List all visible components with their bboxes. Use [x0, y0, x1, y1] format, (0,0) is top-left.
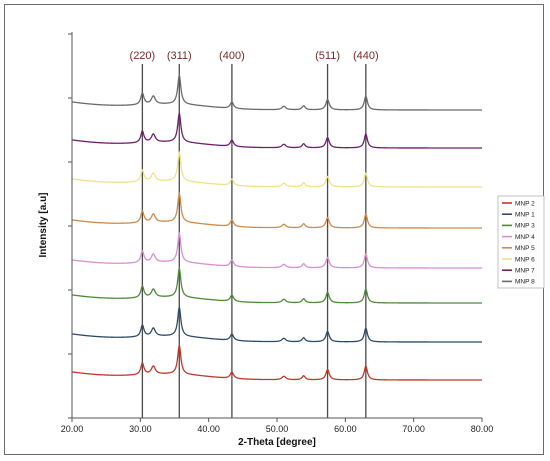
x-axis-title: 2-Theta [degree] [238, 437, 316, 448]
peak-label: (440) [353, 50, 379, 62]
series-line-4 [71, 231, 482, 269]
series-line-5 [71, 191, 482, 229]
series-line-2 [71, 305, 482, 343]
legend-entry: MNP 8 [515, 279, 535, 286]
legend-entry: MNP 5 [515, 245, 535, 252]
peak-label: (400) [219, 50, 245, 62]
series-curves [71, 73, 482, 381]
series-line-8 [71, 73, 482, 111]
legend: MNP 2 MNP 1 MNP 3 MNP 4 MNP 5 MNP 6 MNP 7 MNP 8 [497, 195, 545, 289]
series-line-1 [71, 343, 482, 381]
legend-entry: MNP 4 [515, 234, 535, 241]
legend-entry: MNP 6 [515, 256, 535, 263]
x-tick-label: 30.00 [129, 424, 152, 434]
series-line-7 [71, 111, 482, 149]
peak-label: (220) [130, 50, 156, 62]
peak-labels: (220) (311) (400) (511) (440) [130, 50, 379, 62]
peak-label: (511) [315, 50, 340, 62]
x-tick-label: 40.00 [197, 424, 220, 434]
x-tick-label: 60.00 [334, 424, 357, 434]
series-line-3 [71, 266, 482, 304]
legend-box [497, 195, 545, 289]
legend-entry: MNP 3 [515, 223, 535, 230]
x-tick-label: 80.00 [471, 424, 494, 434]
x-tick-label: 20.00 [61, 424, 84, 434]
x-tick-label: 50.00 [266, 424, 289, 434]
peak-lines [141, 64, 367, 418]
x-ticks: 20.00 30.00 40.00 50.00 60.00 70.00 80.00 [61, 418, 494, 434]
y-axis-title: Intensity [a.u] [38, 192, 49, 257]
peak-label: (311) [167, 50, 192, 62]
legend-entry: MNP 2 [515, 200, 535, 207]
legend-entry: MNP 7 [515, 268, 535, 275]
axes [71, 32, 482, 419]
y-ticks [68, 33, 72, 419]
series-line-6 [71, 150, 482, 188]
legend-entry: MNP 1 [515, 212, 535, 219]
x-tick-label: 70.00 [402, 424, 425, 434]
